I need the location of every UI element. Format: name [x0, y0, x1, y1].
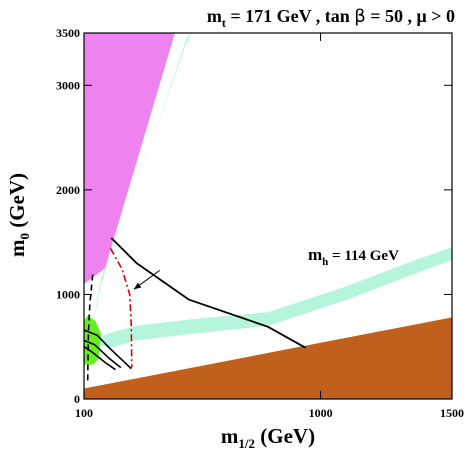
- y-tick-label: 3000: [56, 78, 80, 92]
- y-tick-label: 3500: [56, 26, 80, 40]
- x-tick-label: 100: [75, 406, 93, 420]
- mh-contour-black: [110, 237, 307, 349]
- black-contour-2: [84, 339, 122, 369]
- y-axis-label: m0 (GeV): [5, 173, 32, 257]
- y-tick-label: 1000: [56, 287, 80, 301]
- black-contour-1: [84, 329, 132, 370]
- axis-ticks: 100 1000 1500 0 1000 2000 3000 3500: [56, 26, 464, 420]
- x-tick-label: 1000: [309, 406, 333, 420]
- y-tick-label: 0: [74, 392, 80, 406]
- x-tick-label: 1500: [440, 406, 464, 420]
- mh-arrow: [133, 269, 160, 290]
- plot-regions: [84, 33, 452, 399]
- plot-frame: [83, 32, 453, 400]
- x-axis-label: m1/2 (GeV): [221, 424, 315, 451]
- arrow-head: [133, 282, 142, 290]
- mh-annotation: mh = 114 GeV: [308, 245, 399, 268]
- y-tick-label: 2000: [56, 183, 80, 197]
- cyan-band-lower: [89, 247, 452, 348]
- mh-contour-red: [109, 248, 133, 368]
- magenta-region: [84, 33, 175, 284]
- chart-title: mt = 171 GeV , tan β = 50 , μ > 0: [207, 6, 455, 30]
- orange-region: [84, 317, 452, 399]
